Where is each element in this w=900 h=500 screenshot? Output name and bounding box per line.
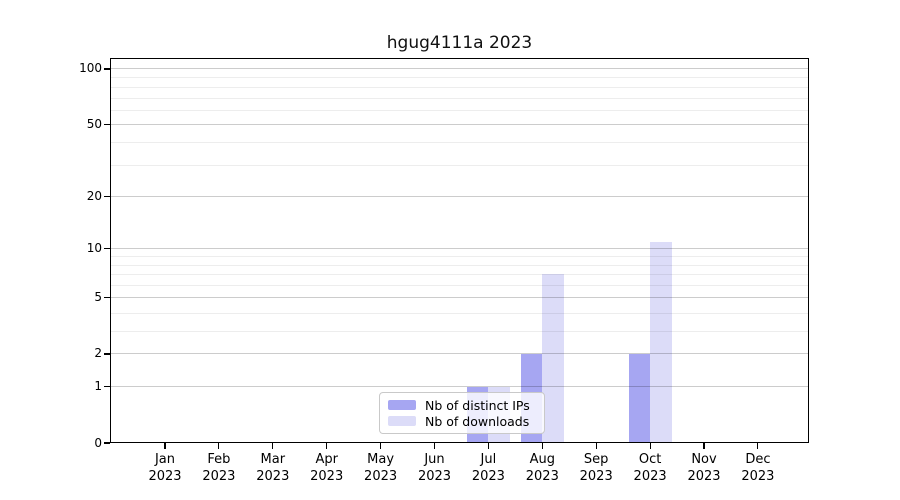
y-tick <box>103 353 110 355</box>
x-tick <box>595 443 597 449</box>
x-tick <box>326 443 328 449</box>
x-tick-label: Feb 2023 <box>202 452 236 484</box>
legend-label-distinct-ips: Nb of distinct IPs <box>425 397 530 413</box>
y-tick <box>103 442 110 444</box>
y-tick <box>103 68 110 70</box>
x-tick-label: Mar 2023 <box>256 452 290 484</box>
x-tick-label: Jul 2023 <box>471 452 505 484</box>
x-tick <box>703 443 705 449</box>
legend-item-distinct-ips: Nb of distinct IPs <box>388 397 536 413</box>
grid-line-minor <box>111 86 808 88</box>
grid-line-major <box>111 297 808 299</box>
grid-line-major <box>111 68 808 70</box>
grid-line-minor <box>111 256 808 258</box>
grid-line-minor <box>111 164 808 166</box>
bar-downloads <box>650 241 672 443</box>
grid-line-minor <box>111 77 808 79</box>
grid-line-major <box>111 353 808 355</box>
y-tick <box>103 123 110 125</box>
x-tick-label: Dec 2023 <box>741 452 775 484</box>
x-tick <box>164 443 166 449</box>
legend-label-downloads: Nb of downloads <box>425 413 530 429</box>
x-tick-label: Jan 2023 <box>148 452 182 484</box>
x-tick-label: Nov 2023 <box>687 452 721 484</box>
y-tick-label: 0 <box>94 435 102 450</box>
x-tick <box>380 443 382 449</box>
grid-line-minor <box>111 97 808 99</box>
grid-line-minor <box>111 285 808 287</box>
legend-swatch-downloads <box>388 416 416 426</box>
grid-line-minor <box>111 142 808 144</box>
y-tick <box>103 297 110 299</box>
y-tick-label: 20 <box>86 188 102 203</box>
x-tick <box>433 443 436 449</box>
x-tick <box>487 443 489 449</box>
grid-line-major <box>111 195 808 197</box>
y-tick-label: 50 <box>86 116 102 131</box>
plot-border-frame <box>110 58 809 443</box>
grid-line-minor <box>111 330 808 332</box>
y-tick <box>103 248 110 250</box>
y-tick <box>103 386 110 388</box>
grid-line-major <box>111 123 808 125</box>
x-tick <box>757 443 759 449</box>
x-tick-label: Aug 2023 <box>525 452 559 484</box>
grid-line-minor <box>111 264 808 266</box>
x-tick-label: Oct 2023 <box>633 452 667 484</box>
grid-line-minor <box>111 312 808 314</box>
legend-swatch-distinct-ips <box>388 400 416 410</box>
legend-item-downloads: Nb of downloads <box>388 413 536 429</box>
x-tick <box>218 443 220 449</box>
x-tick-label: Apr 2023 <box>310 452 344 484</box>
grid-line-major <box>111 248 808 250</box>
grid-line-minor <box>111 274 808 276</box>
x-tick-label: May 2023 <box>364 452 398 484</box>
x-tick-label: Jun 2023 <box>417 452 452 484</box>
y-tick-label: 2 <box>94 346 102 361</box>
y-tick-label: 1 <box>94 379 102 394</box>
grid-line-minor <box>111 109 808 111</box>
y-tick <box>103 195 110 197</box>
legend: Nb of distinct IPs Nb of downloads <box>379 392 545 434</box>
chart-title: hgug4111a 2023 <box>386 33 533 53</box>
y-tick-label: 100 <box>79 61 102 76</box>
y-tick-label: 5 <box>94 290 102 305</box>
bar-downloads <box>542 274 564 443</box>
x-tick-label: Sep 2023 <box>579 452 613 484</box>
x-tick <box>649 443 651 449</box>
grid-line-major <box>111 386 808 388</box>
bar-distinct-ips <box>628 353 651 443</box>
y-tick-label: 10 <box>86 241 102 256</box>
x-tick <box>541 443 543 449</box>
x-tick <box>272 443 274 449</box>
